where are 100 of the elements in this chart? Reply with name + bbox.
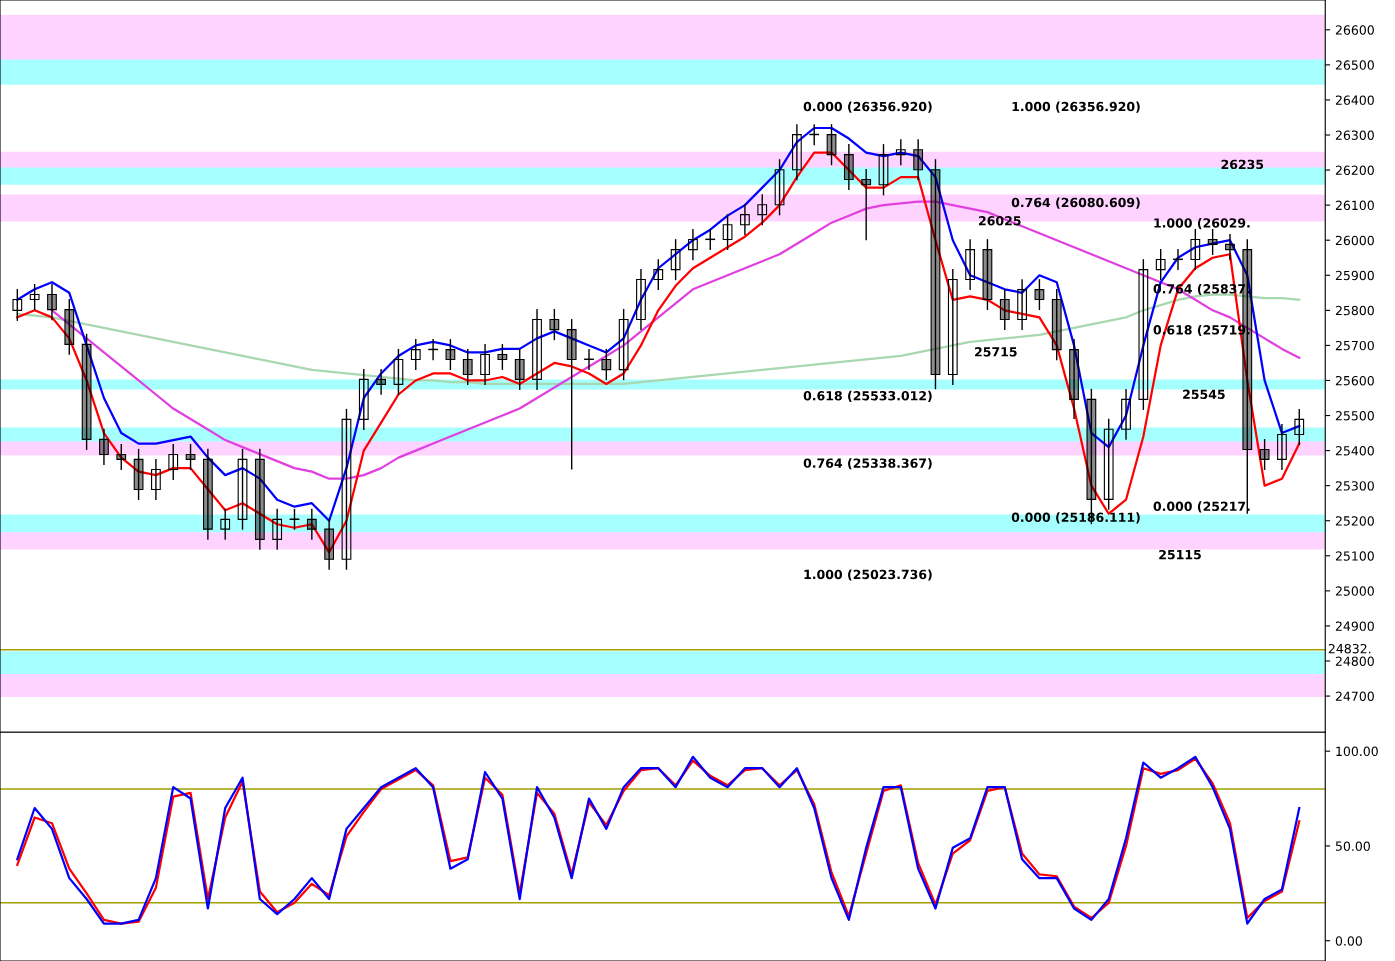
- candlestick: [791, 123, 802, 181]
- y-tick-label: 24700: [1335, 691, 1374, 701]
- candlestick: [480, 343, 490, 386]
- candlestick: [341, 408, 352, 571]
- candlestick: [670, 238, 681, 281]
- candlestick: [1121, 388, 1131, 441]
- y-tick-label: 26000: [1335, 235, 1374, 246]
- candlestick: [999, 288, 1010, 331]
- annotation: 1.000 (26356.920): [1012, 101, 1140, 113]
- candlestick: [532, 308, 542, 391]
- candlestick: [410, 338, 421, 371]
- candlestick: [358, 368, 369, 431]
- annotation: 25115: [1159, 549, 1201, 560]
- ref-line-label: 24832.: [1328, 643, 1371, 654]
- candlestick: [1225, 233, 1235, 261]
- y-tick-label: 25400: [1335, 446, 1374, 456]
- candlestick: [913, 138, 924, 181]
- candlestick: [29, 283, 40, 311]
- candlestick: [930, 158, 941, 390]
- candlestick: [1190, 228, 1201, 271]
- candlestick: [185, 443, 196, 471]
- candlestick: [861, 168, 872, 241]
- candlestick: [636, 268, 646, 331]
- y-tick-label: 24900: [1335, 621, 1374, 631]
- candlestick: [116, 443, 127, 471]
- line-series: [16, 293, 1301, 386]
- candlestick: [705, 228, 716, 251]
- candlestick: [1069, 338, 1079, 420]
- y-tick-label: 25100: [1335, 551, 1374, 561]
- candlestick: [843, 143, 854, 191]
- y-tick-label: 26300: [1335, 130, 1374, 140]
- candlestick: [220, 508, 231, 541]
- candlestick: [272, 508, 283, 551]
- candlestick: [254, 448, 265, 551]
- candlestick: [99, 428, 109, 466]
- candlestick: [289, 508, 300, 531]
- candlestick: [1207, 228, 1218, 256]
- y-tick-label: 25800: [1335, 305, 1374, 316]
- y-tick-label: 25300: [1335, 481, 1374, 491]
- candlestick: [1017, 278, 1027, 331]
- annotation: 0.764 (25338.367): [803, 458, 932, 470]
- candlestick: [428, 338, 438, 361]
- candlestick: [324, 517, 335, 571]
- annotation: 25545: [1183, 389, 1225, 400]
- y-tick-label: 0.00: [1335, 936, 1362, 946]
- candlestick: [497, 343, 508, 371]
- candlestick: [151, 458, 161, 501]
- candlestick: [237, 448, 248, 531]
- candlestick: [47, 283, 57, 321]
- y-tick-label: 25700: [1335, 340, 1374, 351]
- y-tick-label: 26600: [1335, 25, 1374, 35]
- y-tick-label: 100.00: [1336, 746, 1378, 757]
- y-tick-label: 25600: [1335, 375, 1374, 386]
- candlestick: [1294, 408, 1305, 446]
- candlestick: [947, 268, 958, 386]
- y-tick-label: 25200: [1335, 516, 1374, 526]
- candlestick: [653, 258, 664, 291]
- candlestick: [1173, 248, 1183, 271]
- candlestick: [514, 348, 525, 391]
- candlestick: [1138, 258, 1149, 411]
- annotation: 1.000 (26029.: [1154, 218, 1250, 230]
- candlestick: [1103, 418, 1114, 511]
- candlestick: [1259, 438, 1270, 471]
- candlestick: [965, 238, 976, 291]
- candlestick: [601, 348, 612, 381]
- candlestick: [878, 143, 889, 197]
- candlestick: [462, 348, 473, 386]
- candlestick: [64, 298, 75, 356]
- candlestick: [393, 348, 404, 396]
- candlestick: [1051, 288, 1062, 361]
- candlestick: [168, 443, 179, 481]
- y-tick-label: 25500: [1335, 411, 1374, 421]
- y-tick-label: 26100: [1335, 200, 1374, 211]
- candlestick: [202, 448, 213, 541]
- y-tick-label: 50.00: [1335, 841, 1370, 851]
- annotation: 0.764 (26080.609): [1011, 197, 1140, 209]
- candlestick: [1034, 278, 1045, 311]
- candlestick: [81, 333, 92, 451]
- candlestick: [376, 368, 387, 396]
- candlestick: [740, 203, 750, 236]
- candlestick: [1155, 248, 1166, 281]
- annotation: 26235: [1221, 159, 1264, 170]
- candlestick: [618, 308, 629, 381]
- candlestick: [826, 123, 837, 166]
- annotation: 25715: [975, 347, 1017, 357]
- candlestick: [12, 288, 23, 322]
- candlestick: [809, 123, 820, 146]
- candlestick: [306, 508, 317, 541]
- annotation: 0.000 (26356.920): [803, 101, 932, 113]
- candlestick: [688, 228, 698, 261]
- candlestick: [757, 193, 768, 226]
- y-tick-label: 26400: [1335, 95, 1374, 105]
- annotation: 1.000 (25023.736): [804, 569, 932, 581]
- candlestick: [133, 448, 144, 501]
- candlestick: [895, 138, 906, 166]
- candlestick: [549, 308, 560, 341]
- y-tick-label: 26200: [1335, 165, 1374, 175]
- candlestick: [445, 338, 456, 371]
- y-tick-label: 25900: [1335, 270, 1374, 281]
- candlestick: [1277, 423, 1287, 471]
